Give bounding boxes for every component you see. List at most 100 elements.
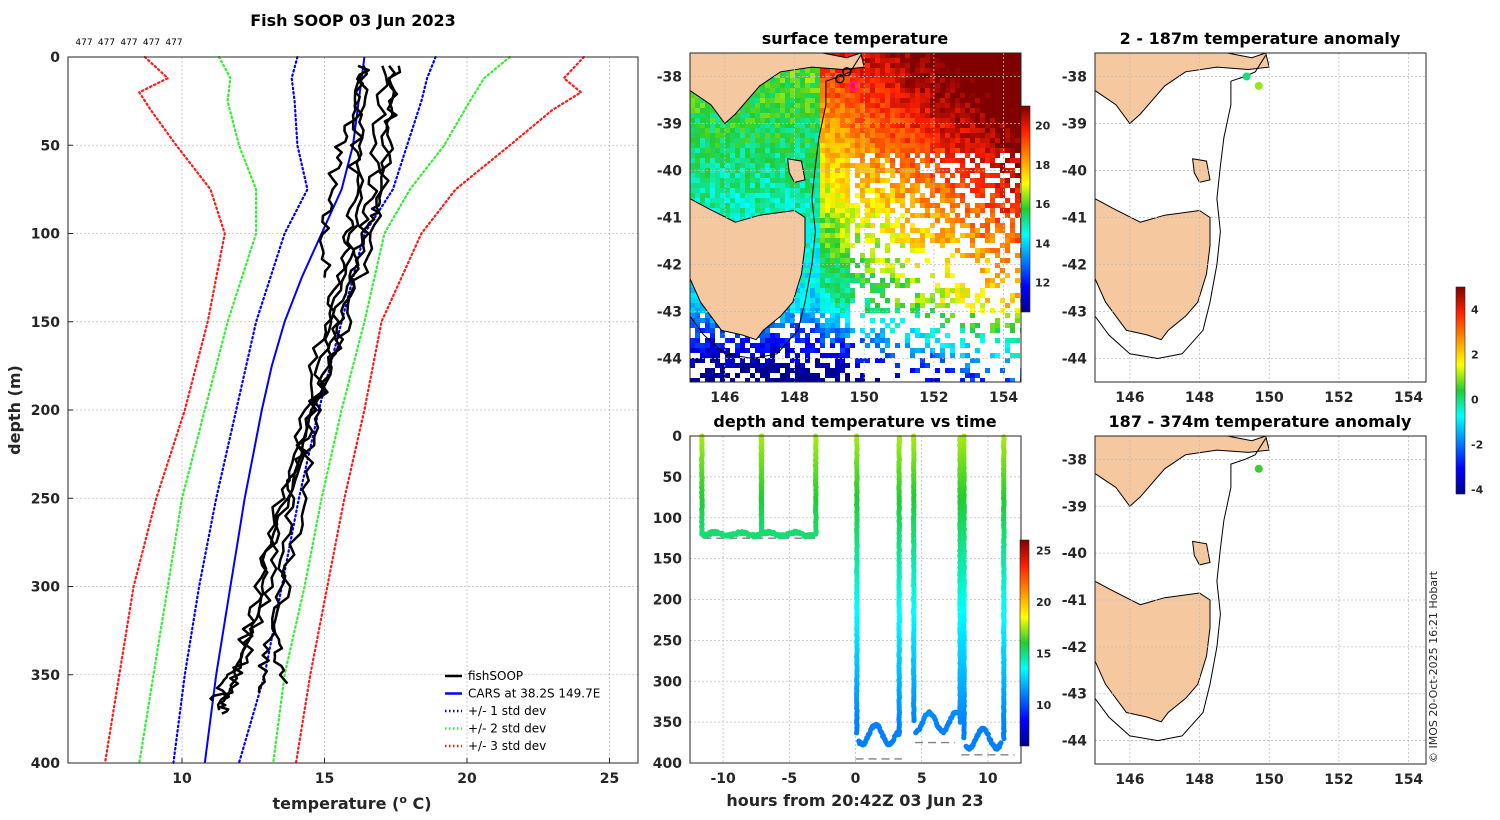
sst-cell	[805, 278, 810, 283]
sst-cell	[845, 108, 850, 113]
sst-cell	[840, 343, 845, 348]
sst-cell	[970, 303, 975, 308]
sst-cell	[910, 353, 915, 358]
sst-cell	[880, 123, 885, 128]
sst-cell	[790, 98, 795, 103]
sst-cell	[980, 303, 985, 308]
sst-cell	[1005, 103, 1010, 108]
anomaly-colorbar	[1455, 286, 1466, 495]
sst-cell	[960, 143, 965, 148]
sst-cell	[830, 308, 835, 313]
sst-cell	[795, 373, 800, 378]
sst-cell	[935, 303, 940, 308]
sst-cell	[875, 238, 880, 243]
sst-cell	[1010, 168, 1015, 173]
sst-cell	[890, 53, 895, 58]
sst-cell	[775, 143, 780, 148]
flinders-island-land	[1192, 158, 1211, 183]
sst-cell	[805, 78, 810, 83]
sst-cell	[855, 238, 860, 243]
sst-cell	[1005, 213, 1010, 218]
sst-cell	[720, 128, 725, 133]
sst-cell	[850, 103, 855, 108]
sst-cell	[995, 103, 1000, 108]
sst-cell	[875, 173, 880, 178]
sst-cell	[990, 58, 995, 63]
std-band-std2-minus	[138, 55, 258, 765]
au-tick-label-lat: -39	[1062, 117, 1087, 133]
sst-cell	[825, 83, 830, 88]
sst-cell	[950, 233, 955, 238]
sst-cell	[875, 333, 880, 338]
sst-cell	[750, 143, 755, 148]
sst-cell	[945, 213, 950, 218]
sst-cell	[940, 288, 945, 293]
sst-cell	[980, 73, 985, 78]
sst-cell	[940, 313, 945, 318]
sst-cell	[975, 208, 980, 213]
sst-cell	[825, 248, 830, 253]
sst-cell	[815, 198, 820, 203]
sst-cell	[875, 343, 880, 348]
sst-cell	[975, 358, 980, 363]
sst-cell	[815, 88, 820, 93]
sst-cell	[795, 378, 800, 382]
sst-cell	[740, 113, 745, 118]
sst-cell	[885, 53, 890, 58]
sst-cell	[810, 133, 815, 138]
sst-cell	[1010, 138, 1015, 143]
sst-cell	[745, 338, 750, 343]
sst-cell	[780, 198, 785, 203]
sst-cell	[850, 278, 855, 283]
sst-cell	[945, 108, 950, 113]
sst-cell	[870, 213, 875, 218]
sst-cell	[985, 63, 990, 68]
sst-cell	[970, 223, 975, 228]
sst-cell	[850, 273, 855, 278]
sst-cell	[980, 268, 985, 273]
sst-cell	[785, 88, 790, 93]
au-tick-label-lon: 146	[1115, 390, 1144, 406]
sst-cell	[720, 173, 725, 178]
sst-cell	[755, 343, 760, 348]
sst-cell	[960, 113, 965, 118]
sst-cell	[890, 208, 895, 213]
sst-cell	[790, 188, 795, 193]
sst-colorbar	[1020, 105, 1031, 313]
sst-cell	[860, 88, 865, 93]
sst-cell	[820, 203, 825, 208]
sst-cell	[885, 73, 890, 78]
sst-cell	[980, 223, 985, 228]
sst-cell	[800, 68, 805, 73]
sst-cell	[760, 93, 765, 98]
sst-cell	[830, 328, 835, 333]
sst-cell	[805, 68, 810, 73]
sst-cell	[750, 118, 755, 123]
sst-cell	[800, 128, 805, 133]
sst-cell	[960, 173, 965, 178]
sst-cell	[1010, 148, 1015, 153]
sst-cell	[805, 338, 810, 343]
sst-cell	[840, 258, 845, 263]
sst-cell	[920, 293, 925, 298]
sst-cell	[880, 113, 885, 118]
sst-cell	[895, 53, 900, 58]
sst-cell	[825, 233, 830, 238]
sst-cell	[820, 188, 825, 193]
sst-cell	[920, 178, 925, 183]
sst-cell	[895, 73, 900, 78]
std-band-std1-minus	[172, 55, 309, 765]
sst-cell	[830, 168, 835, 173]
sst-cell	[970, 133, 975, 138]
sst-cell	[820, 263, 825, 268]
sst-tick-label-lon: 150	[850, 390, 879, 406]
cast-location-marker	[842, 67, 852, 77]
sst-cell	[835, 368, 840, 373]
sst-cell	[910, 188, 915, 193]
sst-cell	[810, 153, 815, 158]
sst-cell	[770, 198, 775, 203]
sst-cell	[895, 323, 900, 328]
sst-cell	[865, 303, 870, 308]
sst-cell	[925, 53, 930, 58]
